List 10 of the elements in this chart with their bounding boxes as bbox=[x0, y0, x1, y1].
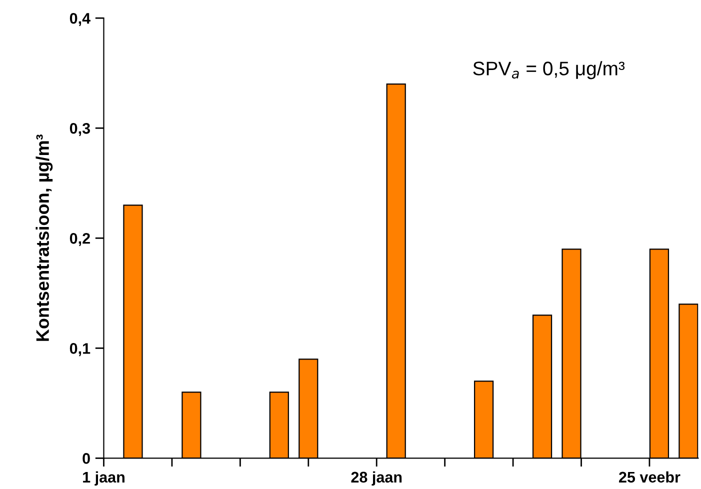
y-tick-label: 0,1 bbox=[70, 343, 90, 356]
y-tick-label: 0,4 bbox=[70, 12, 90, 26]
annotation: SPV$_{a}$ = 0,5 μg/m³ bbox=[473, 61, 625, 80]
y-tick-label: 0,3 bbox=[70, 122, 90, 136]
x-tick-label: 1 jaan bbox=[83, 471, 124, 486]
x-tick-label: 28 jaan bbox=[351, 471, 402, 486]
x-tick-label: 25 veebr bbox=[619, 471, 680, 483]
y-axis-title: Kontsentratsioon, µg/m³ bbox=[36, 134, 53, 341]
y-tick-label: 0,2 bbox=[70, 233, 90, 246]
y-tick-label: 0 bbox=[82, 453, 90, 464]
